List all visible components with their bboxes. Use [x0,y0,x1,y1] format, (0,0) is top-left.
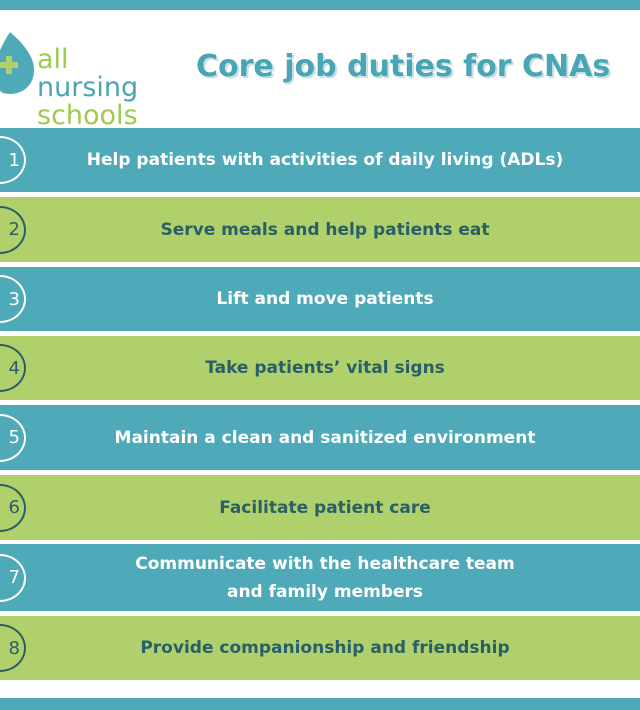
number-badge: 7 [0,553,26,602]
duty-text: Serve meals and help patients eat [160,219,490,240]
duty-row: 6 Facilitate patient care [0,475,640,540]
duty-text: Facilitate patient care [219,497,431,518]
duty-row: 7 Communicate with the healthcare team a… [0,544,640,611]
duty-row: 8 Provide companionship and friendship [0,616,640,680]
top-bar [0,0,640,10]
number-badge: 8 [0,624,26,672]
duty-row: 2 Serve meals and help patients eat [0,197,640,262]
duty-text: Lift and move patients [216,289,434,309]
bottom-bar [0,698,640,710]
duty-row: 4 Take patients’ vital signs [0,336,640,400]
number-badge: 1 [0,136,26,184]
duty-text: Maintain a clean and sanitized environme… [114,427,536,448]
logo-word-schools: schools [37,100,138,131]
duty-text: Provide companionship and friendship [140,638,510,658]
nurse-drop-icon [0,32,34,94]
logo-word-nursing: nursing [37,72,139,103]
page-title: Core job duties for CNAs [196,49,611,84]
duty-row: 5 Maintain a clean and sanitized environ… [0,405,640,470]
duty-row: 3 Lift and move patients [0,267,640,331]
number-badge: 2 [0,205,26,254]
duty-text: Help patients with activities of daily l… [86,150,564,170]
logo-word-all: all [37,44,69,75]
number-badge: 6 [0,483,26,532]
duty-row: 1 Help patients with activities of daily… [0,128,640,192]
number-badge: 5 [0,413,26,462]
duty-text: Communicate with the healthcare team and… [135,553,515,602]
logo: all nursing schools [0,22,170,130]
number-badge: 4 [0,344,26,392]
duty-text: Take patients’ vital signs [205,358,445,378]
number-badge: 3 [0,275,26,323]
